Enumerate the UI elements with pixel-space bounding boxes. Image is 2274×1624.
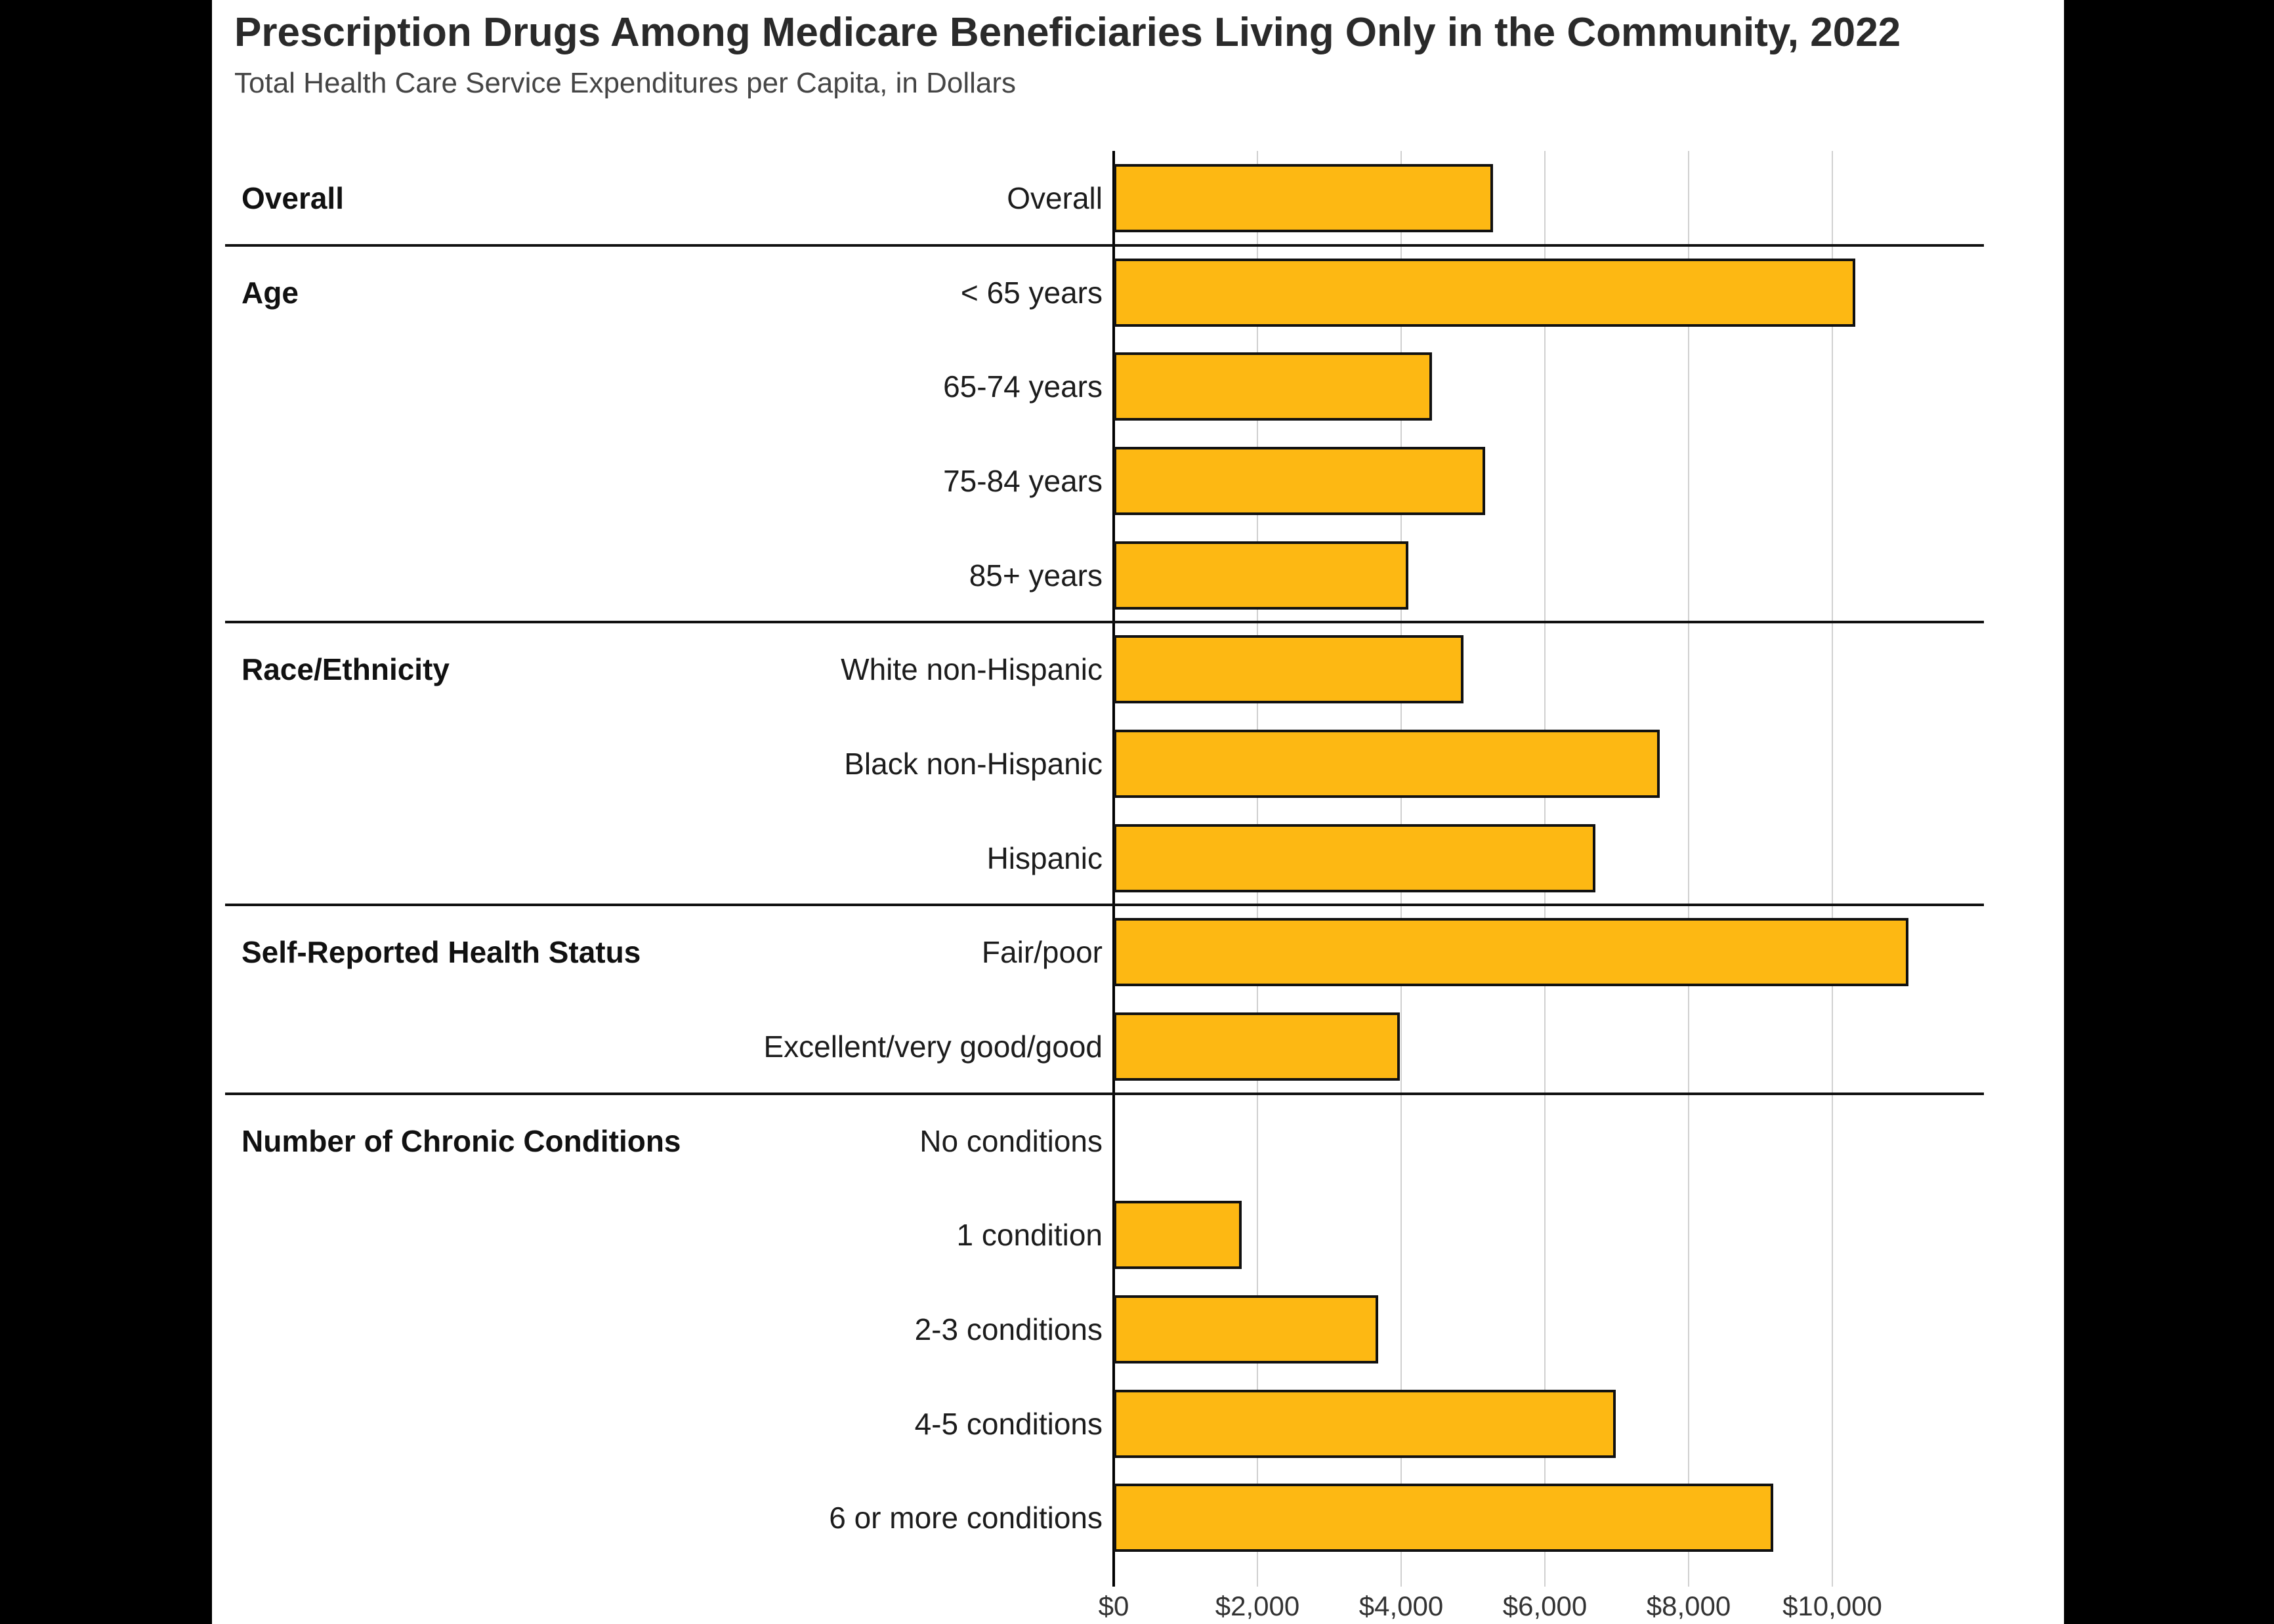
gridline-$10,000 (1832, 151, 1833, 1587)
section-label: Age (242, 275, 299, 310)
gridline-$8,000 (1688, 151, 1689, 1587)
row-label: Black non-Hispanic (844, 746, 1103, 781)
row-label: Overall (1007, 180, 1103, 215)
x-tick-label-$0: $0 (1098, 1591, 1129, 1621)
x-tick-label-$6,000: $6,000 (1502, 1591, 1588, 1621)
bar-Fair/poor (1114, 918, 1908, 987)
x-tick-label-$8,000: $8,000 (1646, 1591, 1731, 1621)
row-label: 65-74 years (943, 369, 1103, 404)
section-label: Number of Chronic Conditions (242, 1123, 681, 1158)
row-label: 1 condition (956, 1218, 1103, 1253)
section-label: Self-Reported Health Status (242, 935, 641, 970)
row-label: Fair/poor (981, 935, 1103, 970)
section-separator (225, 621, 1984, 624)
bar-Excellent/very good/good (1114, 1012, 1400, 1081)
bar-65-74 years (1114, 352, 1432, 421)
row-label: 85+ years (969, 558, 1103, 593)
chart-subtitle: Total Health Care Service Expenditures p… (234, 67, 1017, 99)
section-label: Race/Ethnicity (242, 652, 450, 687)
row-label: Hispanic (986, 841, 1103, 875)
section-separator (225, 243, 1984, 247)
row-label: No conditions (919, 1123, 1103, 1158)
bar-75-84 years (1114, 446, 1485, 515)
bar-White non-Hispanic (1114, 635, 1463, 704)
bar-Overall (1114, 163, 1493, 232)
row-label: 4-5 conditions (914, 1406, 1103, 1441)
bar-Hispanic (1114, 823, 1595, 892)
chart-panel: Prescription Drugs Among Medicare Benefi… (212, 0, 2064, 1624)
section-separator (225, 1092, 1984, 1095)
section-label: Overall (242, 180, 344, 215)
row-label: < 65 years (960, 275, 1103, 310)
bar-6 or more conditions (1114, 1484, 1773, 1552)
bar-1 condition (1114, 1201, 1242, 1270)
x-tick-label-$2,000: $2,000 (1215, 1591, 1300, 1621)
bar-85+ years (1114, 541, 1408, 610)
row-label: 6 or more conditions (829, 1501, 1103, 1535)
section-separator (225, 904, 1984, 907)
x-tick-label-$4,000: $4,000 (1358, 1591, 1444, 1621)
bar-4-5 conditions (1114, 1389, 1616, 1458)
row-label: 75-84 years (943, 463, 1103, 498)
bar-< 65 years (1114, 258, 1855, 327)
row-label: 2-3 conditions (914, 1312, 1103, 1346)
bar-2-3 conditions (1114, 1295, 1378, 1364)
bar-Black non-Hispanic (1114, 729, 1660, 798)
x-tick-label-$10,000: $10,000 (1782, 1591, 1882, 1621)
row-label: White non-Hispanic (841, 652, 1103, 687)
row-label: Excellent/very good/good (763, 1029, 1103, 1064)
chart-title: Prescription Drugs Among Medicare Benefi… (234, 10, 1901, 55)
